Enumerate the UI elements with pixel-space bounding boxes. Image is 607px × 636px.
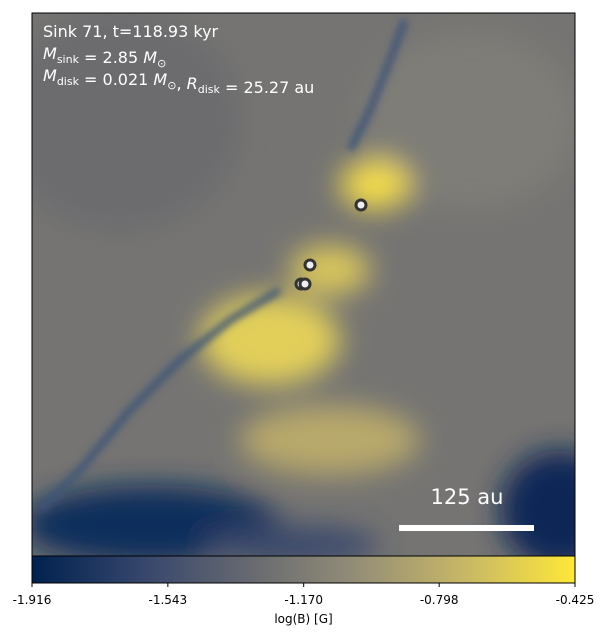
annotation-text: , <box>176 74 186 93</box>
subscript: ⊙ <box>167 79 176 92</box>
annotation-line: Mdisk = 0.021 M⊙, Rdisk = 25.27 au <box>43 66 314 97</box>
subscript: disk <box>57 75 80 88</box>
subscript: sink <box>57 53 80 66</box>
scale-bar-label: 125 au <box>431 485 504 509</box>
colorbar-tick-label: -0.798 <box>420 593 459 607</box>
annotation-text: = 25.27 au <box>220 78 314 97</box>
colorbar-ticks: -1.916 -1.543 -1.170 -0.798 -0.425 <box>13 583 595 607</box>
annotation-text: = 2.85 <box>79 48 143 67</box>
annotation-line: Msink = 2.85 M⊙ <box>43 44 166 70</box>
annotation-line: Sink 71, t=118.93 kyr <box>43 22 219 41</box>
colorbar-tick-label: -1.543 <box>148 593 187 607</box>
annotation-text: M <box>43 66 57 85</box>
annotation-text: M <box>143 48 157 67</box>
subscript: disk <box>198 83 221 96</box>
colorbar-tick-label: -1.916 <box>13 593 52 607</box>
field-image <box>32 13 575 556</box>
subscript: ⊙ <box>157 57 166 70</box>
scale-bar <box>399 525 534 531</box>
colorbar-tick-label: -0.425 <box>556 593 595 607</box>
annotation-text: R <box>187 74 198 93</box>
annotation-text: = 0.021 <box>79 70 153 89</box>
colorbar <box>31 555 576 584</box>
annotation-text: Sink 71, t=118.93 kyr <box>43 22 219 41</box>
colorbar-label: log(B) [G] <box>274 612 332 626</box>
colorbar-tick-label: -1.170 <box>284 593 323 607</box>
sink-markers <box>294 198 368 291</box>
sink-marker <box>354 198 368 212</box>
annotation-text: M <box>153 70 167 89</box>
sink-marker <box>298 277 312 291</box>
sink-marker <box>303 258 317 272</box>
annotation-text: M <box>43 44 57 63</box>
